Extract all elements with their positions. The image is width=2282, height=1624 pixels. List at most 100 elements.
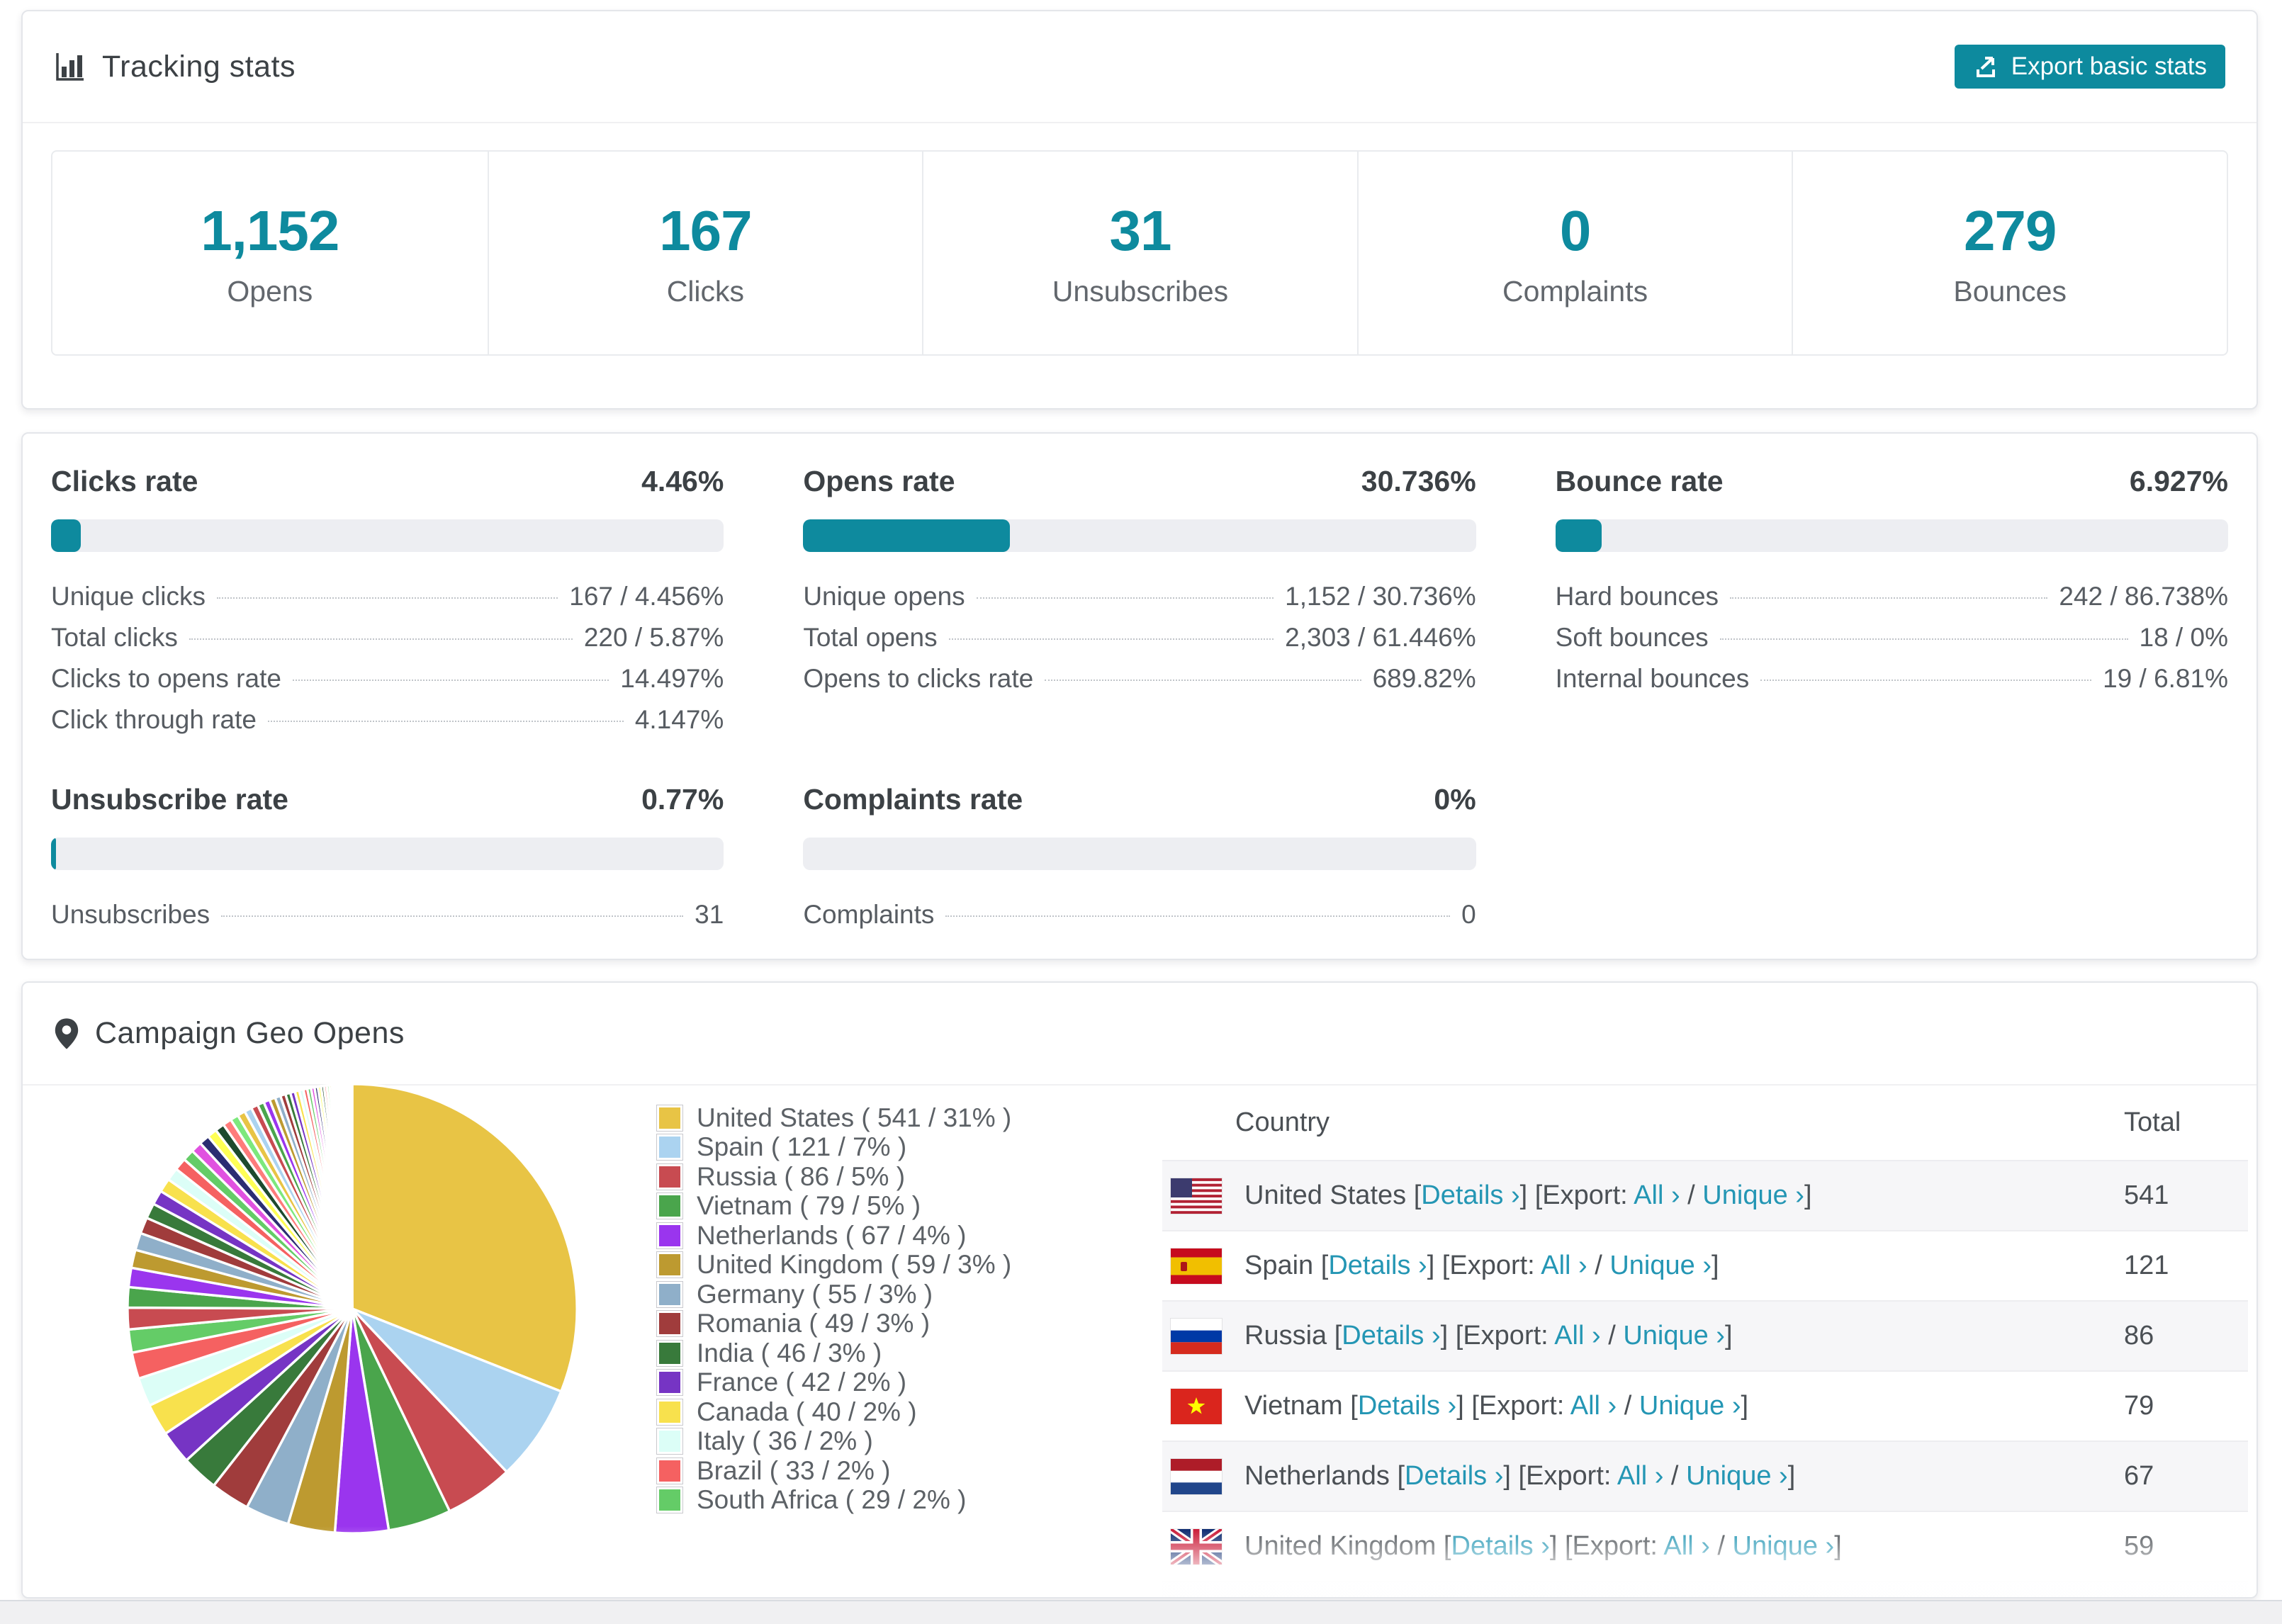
- page-title: Tracking stats: [102, 49, 296, 84]
- geo-opens-header: Campaign Geo Opens: [23, 983, 2256, 1086]
- export-basic-stats-button[interactable]: Export basic stats: [1954, 45, 2225, 89]
- dotted-leader: [189, 638, 573, 640]
- details-link[interactable]: Details ›: [1405, 1461, 1504, 1491]
- export-icon: [1973, 53, 2000, 80]
- export-unique-link[interactable]: Unique ›: [1639, 1391, 1741, 1421]
- rate-detail-label: Clicks to opens rate: [51, 664, 281, 693]
- legend-label: Spain ( 121 / 7% ): [697, 1132, 907, 1162]
- legend-item: France ( 42 / 2% ): [657, 1368, 1011, 1398]
- stat-value: 0: [1559, 198, 1591, 262]
- country-flag-icon: [1171, 1458, 1222, 1494]
- legend-swatch: [657, 1457, 682, 1484]
- legend-label: Germany ( 55 / 3% ): [697, 1279, 933, 1309]
- rate-detail-label: Unique clicks: [51, 582, 206, 611]
- legend-item: United Kingdom ( 59 / 3% ): [657, 1250, 1011, 1280]
- legend-item: Romania ( 49 / 3% ): [657, 1309, 1011, 1339]
- tracking-stats-card: Tracking stats Export basic stats 1,152 …: [21, 10, 2258, 410]
- rate-progress-fill: [1555, 519, 1602, 552]
- geo-table-row: Russia [Details ›] [Export: All › / Uniq…: [1162, 1300, 2248, 1370]
- rate-detail-label: Total opens: [803, 623, 938, 652]
- rate-detail-value: 18 / 0%: [2139, 623, 2228, 652]
- dotted-leader: [945, 915, 1451, 917]
- export-all-link[interactable]: All ›: [1541, 1251, 1587, 1280]
- rate-progress-bar: [1555, 519, 2228, 552]
- dotted-leader: [1045, 680, 1361, 681]
- export-unique-link[interactable]: Unique ›: [1623, 1321, 1725, 1350]
- legend-label: Vietnam ( 79 / 5% ): [697, 1191, 921, 1221]
- export-all-link[interactable]: All ›: [1554, 1321, 1601, 1350]
- export-unique-link[interactable]: Unique ›: [1686, 1461, 1788, 1491]
- country-cell: Vietnam [Details ›] [Export: All › / Uni…: [1244, 1391, 1749, 1421]
- dotted-leader: [948, 638, 1274, 640]
- legend-swatch: [657, 1222, 682, 1248]
- rate-detail-value: 167 / 4.456%: [569, 582, 724, 611]
- country-cell: Russia [Details ›] [Export: All › / Uniq…: [1244, 1321, 1733, 1350]
- rate-detail-value: 220 / 5.87%: [583, 623, 724, 652]
- rate-block: Clicks rate 4.46% Unique clicks 167 / 4.…: [51, 465, 724, 746]
- geo-table-row: United States [Details ›] [Export: All ›…: [1162, 1160, 2248, 1230]
- country-flag-icon: [1171, 1178, 1222, 1214]
- details-link[interactable]: Details ›: [1357, 1391, 1457, 1421]
- stat-value: 167: [659, 198, 752, 262]
- country-flag-icon: [1171, 1318, 1222, 1354]
- total-cell: 541: [2124, 1180, 2169, 1210]
- dotted-leader: [292, 680, 609, 681]
- country-flag-icon: [1171, 1248, 1222, 1284]
- rate-detail-value: 4.147%: [634, 705, 724, 734]
- stat-cell: 1,152 Opens: [52, 152, 488, 354]
- legend-item: Germany ( 55 / 3% ): [657, 1280, 1011, 1309]
- details-link[interactable]: Details ›: [1451, 1531, 1550, 1561]
- geo-opens-card: Campaign Geo Opens United States ( 541 /…: [21, 981, 2258, 1598]
- export-all-link[interactable]: All ›: [1617, 1461, 1664, 1491]
- dotted-leader: [221, 915, 684, 917]
- total-cell: 67: [2124, 1461, 2154, 1491]
- rates-card: Clicks rate 4.46% Unique clicks 167 / 4.…: [21, 432, 2258, 960]
- total-cell: 121: [2124, 1251, 2169, 1280]
- rate-detail-label: Total clicks: [51, 623, 178, 652]
- export-all-link[interactable]: All ›: [1663, 1531, 1710, 1561]
- rate-progress-bar: [803, 519, 1476, 552]
- export-unique-link[interactable]: Unique ›: [1609, 1251, 1712, 1280]
- geo-section-title: Campaign Geo Opens: [95, 1016, 405, 1050]
- details-link[interactable]: Details ›: [1328, 1251, 1427, 1280]
- country-cell: United States [Details ›] [Export: All ›…: [1244, 1180, 1812, 1210]
- rate-detail-label: Soft bounces: [1555, 623, 1709, 652]
- rate-detail-label: Click through rate: [51, 705, 257, 734]
- legend-label: Russia ( 86 / 5% ): [697, 1161, 906, 1191]
- legend-item: Brazil ( 33 / 2% ): [657, 1456, 1011, 1486]
- rate-progress-fill: [803, 519, 1011, 552]
- legend-label: Italy ( 36 / 2% ): [697, 1426, 873, 1456]
- export-all-link[interactable]: All ›: [1570, 1391, 1617, 1421]
- stat-value: 31: [1109, 198, 1172, 262]
- rate-progress-bar: [51, 838, 724, 870]
- geo-pie-chart[interactable]: [122, 1078, 583, 1539]
- rate-title: Bounce rate: [1555, 465, 1724, 497]
- rates-grid: Clicks rate 4.46% Unique clicks 167 / 4.…: [23, 434, 2256, 962]
- export-unique-link[interactable]: Unique ›: [1702, 1180, 1804, 1210]
- stats-row: 1,152 Opens 167 Clicks 31 Unsubscribes 0…: [51, 150, 2228, 356]
- legend-item: Spain ( 121 / 7% ): [657, 1132, 1011, 1163]
- rate-detail-row: Total clicks 220 / 5.87%: [51, 623, 724, 664]
- legend-swatch: [657, 1163, 682, 1190]
- export-unique-link[interactable]: Unique ›: [1732, 1531, 1835, 1561]
- legend-item: Canada ( 40 / 2% ): [657, 1397, 1011, 1427]
- stat-cell: 279 Bounces: [1792, 152, 2227, 354]
- total-cell: 79: [2124, 1391, 2154, 1421]
- legend-label: Romania ( 49 / 3% ): [697, 1309, 931, 1338]
- geo-table-row: Vietnam [Details ›] [Export: All › / Uni…: [1162, 1370, 2248, 1440]
- geo-table: Country Total United States [Details ›] …: [1162, 1086, 2248, 1597]
- stat-label: Bounces: [1953, 274, 2067, 308]
- stat-label: Clicks: [666, 274, 745, 308]
- rate-detail-label: Complaints: [803, 900, 935, 929]
- legend-label: France ( 42 / 2% ): [697, 1368, 907, 1397]
- details-link[interactable]: Details ›: [1421, 1180, 1520, 1210]
- rate-detail-row: Total opens 2,303 / 61.446%: [803, 623, 1476, 664]
- stat-cell: 167 Clicks: [487, 152, 923, 354]
- dotted-leader: [1719, 638, 2128, 640]
- rate-detail-row: Click through rate 4.147%: [51, 705, 724, 746]
- export-all-link[interactable]: All ›: [1634, 1180, 1680, 1210]
- column-header-total: Total: [2124, 1107, 2181, 1137]
- legend-swatch: [657, 1340, 682, 1366]
- rate-block: Complaints rate 0% Complaints 0: [803, 783, 1476, 941]
- details-link[interactable]: Details ›: [1342, 1321, 1441, 1350]
